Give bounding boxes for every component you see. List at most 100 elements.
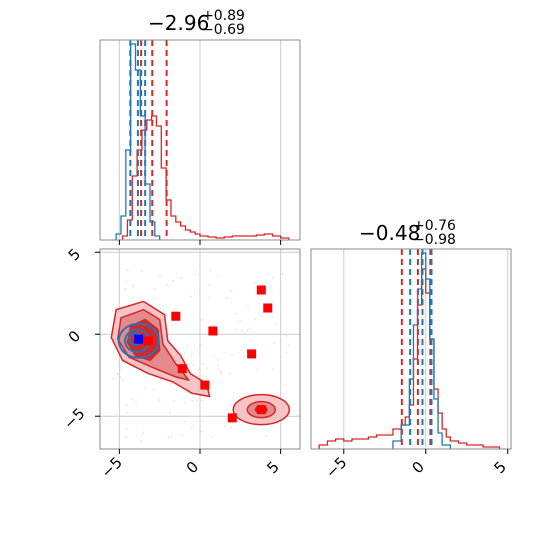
sample-point [153, 287, 156, 290]
red-square-marker [143, 336, 153, 346]
sample-point [131, 398, 134, 400]
sample-point [219, 371, 222, 374]
sample-point [184, 421, 186, 423]
sample-point [144, 387, 147, 390]
red-square-marker [247, 349, 257, 359]
sample-point [122, 378, 124, 381]
sample-point [284, 384, 287, 386]
sample-point [217, 364, 219, 366]
sample-point [190, 295, 193, 298]
sample-point [112, 309, 114, 312]
sample-point [217, 359, 220, 361]
blue-contour-outer [117, 322, 160, 359]
bottom-left-contour-panel: −5 0 5 5 0 −5 [60, 245, 301, 482]
sample-point [239, 319, 241, 322]
sample-point [193, 344, 196, 347]
top-left-histogram-panel: −2.96+0.89−0.69 [99, 8, 301, 245]
sample-point [126, 269, 129, 272]
red-square-marker [256, 285, 266, 295]
sample-point [201, 399, 203, 402]
sample-point [271, 368, 274, 371]
sample-point [125, 411, 128, 414]
sample-point [246, 329, 249, 332]
x-tick-label: 0 [408, 458, 427, 477]
sample-point [202, 363, 204, 366]
sample-point [279, 291, 282, 294]
panel-title-upper-error: +0.76 [413, 218, 456, 234]
sample-point [217, 273, 220, 276]
sample-point [254, 318, 257, 320]
sample-point [166, 283, 168, 286]
sample-point [229, 372, 231, 375]
sample-point [271, 315, 273, 318]
sample-point [235, 313, 238, 315]
sample-point [211, 435, 214, 438]
sample-point [140, 439, 143, 442]
sample-point [183, 352, 186, 354]
sample-point [266, 273, 269, 275]
sample-point [192, 424, 195, 427]
sample-point [217, 369, 220, 371]
y-tick-label: 5 [65, 245, 84, 264]
sample-point [191, 399, 194, 402]
red-square-marker [200, 380, 210, 390]
sample-point [125, 280, 127, 283]
sample-point [152, 297, 154, 299]
sample-point [125, 436, 127, 438]
x-tick-label: −5 [98, 453, 126, 481]
sample-point [159, 308, 162, 310]
sample-point [200, 431, 203, 433]
sample-point [278, 333, 280, 336]
sample-point [206, 367, 209, 370]
x-tick-label: 5 [490, 458, 509, 477]
sample-point [281, 273, 284, 275]
red-square-marker [256, 405, 266, 415]
sample-point [210, 383, 212, 385]
sample-point [181, 434, 184, 437]
panel-title-lower-error: −0.69 [202, 22, 245, 38]
sample-point [141, 270, 144, 272]
sample-point [125, 428, 128, 430]
sample-point [180, 277, 182, 279]
sample-point [119, 369, 121, 371]
sample-point [196, 399, 198, 401]
sample-point [159, 275, 161, 277]
red-histogram-step [121, 115, 290, 240]
sample-point [160, 379, 163, 381]
blue-histogram-step [392, 252, 451, 449]
sample-point [212, 356, 215, 358]
sample-point [141, 433, 143, 436]
sample-point [171, 382, 173, 384]
sample-point [195, 269, 198, 272]
sample-point [192, 312, 195, 315]
sample-point [194, 273, 196, 276]
sample-point [199, 343, 202, 346]
sample-point [124, 288, 127, 290]
panel-title: −2.96 [148, 11, 209, 35]
panel-title: −0.48 [359, 221, 420, 245]
sample-point [184, 401, 186, 404]
sample-point [158, 399, 161, 401]
sample-point [230, 290, 233, 292]
sample-point [191, 352, 193, 355]
sample-point [230, 426, 232, 429]
red-square-marker [227, 413, 237, 423]
sample-point [208, 284, 211, 286]
sample-point [247, 305, 249, 307]
y-tick-label: −5 [60, 404, 88, 432]
sample-point [190, 354, 192, 357]
sample-point [192, 364, 195, 366]
sample-point [142, 431, 145, 433]
panel-title-upper-error: +0.89 [202, 8, 245, 24]
sample-point [198, 396, 201, 399]
sample-point [285, 335, 288, 337]
sample-point [162, 305, 164, 308]
sample-point [275, 323, 278, 325]
sample-point [190, 427, 193, 429]
blue-square-marker [134, 334, 144, 344]
sample-point [111, 378, 114, 380]
sample-point [208, 297, 210, 299]
sample-point [197, 368, 200, 371]
sample-point [173, 400, 175, 402]
